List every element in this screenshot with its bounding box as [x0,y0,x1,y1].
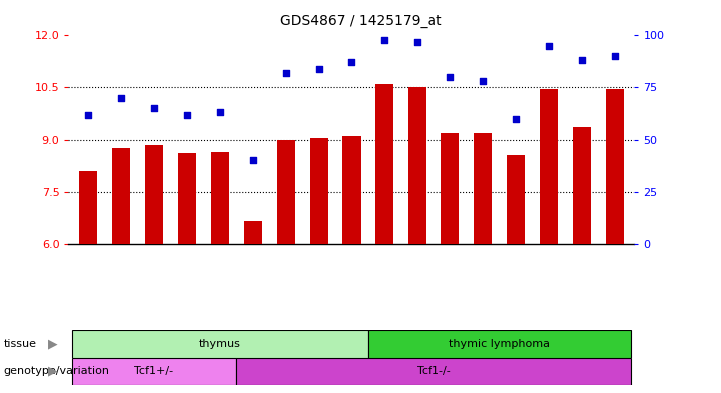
Point [379,37,390,43]
Text: Tcf1+/-: Tcf1+/- [135,366,174,376]
Point [313,66,324,72]
Point [510,116,522,122]
Bar [540,89,558,244]
Point [149,105,160,111]
Bar [606,89,624,244]
Point [444,74,456,80]
Bar [368,330,631,358]
Point [412,39,423,45]
Bar [72,330,368,358]
Text: ▶: ▶ [48,337,58,351]
Point [247,157,259,163]
Bar [112,148,131,244]
Bar [309,138,327,244]
Point [115,95,127,101]
Bar [376,84,394,244]
Bar [211,152,229,244]
Point [477,78,489,84]
Point [345,59,357,66]
Bar [236,358,631,385]
Point [543,42,554,49]
Bar [145,145,163,244]
Bar [342,136,360,244]
Bar [572,127,591,244]
Text: tissue: tissue [4,339,37,349]
Bar [178,153,196,244]
Text: genotype/variation: genotype/variation [4,366,110,376]
Point [82,111,94,118]
Bar [507,155,525,244]
Point [609,53,621,59]
Point [181,111,193,118]
Bar [408,87,426,244]
Point [280,70,291,76]
Text: ▶: ▶ [48,365,58,378]
Point [576,57,588,64]
Bar [474,132,492,244]
Text: GDS4867 / 1425179_at: GDS4867 / 1425179_at [280,14,441,28]
Text: thymus: thymus [199,339,241,349]
Bar [277,140,295,244]
Bar [244,221,262,244]
Text: Tcf1-/-: Tcf1-/- [417,366,451,376]
Bar [72,358,236,385]
Bar [441,132,459,244]
Bar [79,171,97,244]
Text: thymic lymphoma: thymic lymphoma [449,339,550,349]
Point [214,109,226,116]
